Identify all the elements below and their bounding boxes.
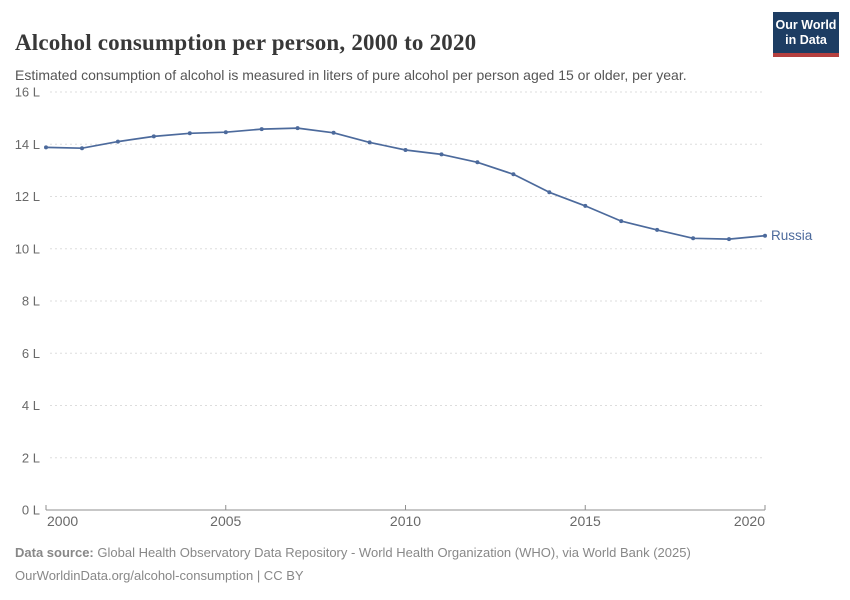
data-source-text: Global Health Observatory Data Repositor… [97, 545, 691, 560]
data-point [691, 236, 696, 241]
data-point [511, 172, 516, 177]
y-axis-tick-label: 0 L [22, 503, 40, 518]
data-point [763, 233, 767, 238]
data-point [80, 146, 84, 151]
data-point [331, 130, 336, 135]
attribution-line: OurWorldinData.org/alcohol-consumption |… [15, 567, 304, 583]
data-point [727, 237, 731, 242]
data-point [475, 160, 480, 165]
y-axis-tick-label: 14 L [15, 137, 40, 152]
data-point [367, 140, 372, 145]
chart-footer: Data source: Global Health Observatory D… [15, 542, 691, 588]
y-axis-tick-label: 16 L [15, 85, 40, 100]
owid-logo-line1: Our World [775, 18, 837, 32]
data-point [44, 145, 48, 150]
y-axis-tick-label: 4 L [22, 398, 40, 413]
data-point [655, 227, 660, 232]
data-point [439, 152, 444, 157]
data-point [619, 219, 624, 224]
series-label-russia: Russia [771, 228, 813, 243]
owid-logo-line2: in Data [785, 33, 827, 47]
x-axis-tick-label: 2000 [47, 513, 78, 529]
y-axis-tick-label: 10 L [15, 241, 40, 256]
data-point [403, 148, 408, 152]
x-axis-tick-label: 2005 [210, 513, 241, 529]
y-axis-tick-label: 8 L [22, 294, 40, 309]
owid-logo[interactable]: Our World in Data [773, 12, 839, 57]
data-point [583, 203, 588, 208]
x-axis-tick-label: 2020 [734, 513, 765, 529]
x-axis-tick-label: 2010 [390, 513, 421, 529]
data-point [223, 130, 228, 135]
chart-subtitle: Estimated consumption of alcohol is meas… [15, 67, 687, 83]
y-axis-tick-label: 2 L [22, 450, 40, 465]
data-point [259, 127, 264, 132]
data-source-line: Data source: Global Health Observatory D… [15, 542, 691, 565]
data-point [115, 139, 120, 144]
data-point [295, 126, 300, 131]
chart-canvas: 0 L 2 L 4 L 6 L 8 L 10 L 12 L 14 L 16 L 2000 2005 2… [15, 85, 813, 529]
y-axis-tick-label: 12 L [15, 189, 40, 204]
data-point [547, 190, 552, 195]
x-axis-tick-label: 2015 [570, 513, 601, 529]
data-point [187, 131, 192, 136]
page-title: Alcohol consumption per person, 2000 to … [15, 30, 477, 56]
data-point [151, 134, 156, 139]
y-axis-tick-label: 6 L [22, 346, 40, 361]
data-source-label: Data source: [15, 545, 94, 560]
